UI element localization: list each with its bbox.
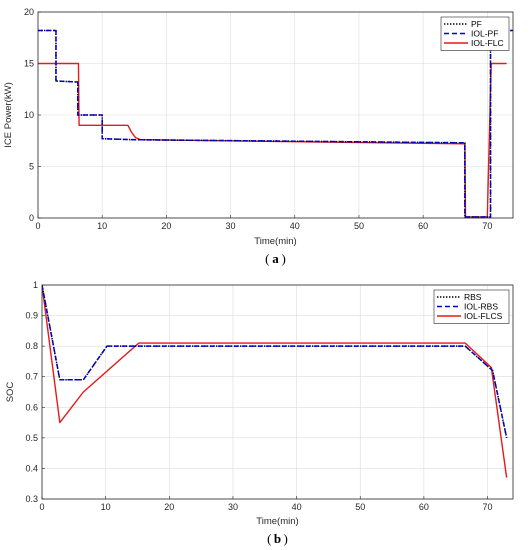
x-axis-label: Time(min) — [254, 236, 296, 247]
series-line-iol-rbs — [42, 285, 508, 439]
x-tick-label: 40 — [292, 502, 302, 512]
chart-a-ice-power: 0 10 20 30 40 50 60 70 0 5 10 15 20 Time(min) ICE Powe… — [3, 7, 514, 266]
series-line-iol-flcs — [42, 285, 508, 478]
caption-open-paren: ( — [267, 531, 271, 546]
x-tick-label: 20 — [161, 221, 171, 231]
x-tick-label: 50 — [355, 502, 365, 512]
y-tick-label: 15 — [24, 59, 34, 69]
x-tick-label: 0 — [39, 502, 44, 512]
chart-b-soc: 0 10 20 30 40 50 60 70 0.3 0.4 0.5 0.6 0.7 0.8 0.9 1 Tim… — [5, 280, 514, 546]
y-tick-label: 0.5 — [25, 433, 38, 443]
y-tick-label: 10 — [24, 110, 34, 120]
x-tick-label: 30 — [228, 502, 238, 512]
x-axis-label: Time(min) — [256, 516, 298, 527]
x-tick-label: 10 — [97, 221, 107, 231]
legend-label: IOL-PF — [471, 29, 498, 39]
y-axis-label: SOC — [5, 382, 16, 403]
axes-frame — [37, 11, 514, 219]
y-tick-label: 20 — [24, 7, 34, 17]
x-tick-label: 70 — [483, 502, 493, 512]
x-tick-label: 10 — [101, 502, 111, 512]
legend-label: RBS — [464, 292, 482, 302]
legend-label: IOL-RBS — [464, 302, 498, 312]
y-tick-label: 0.8 — [25, 341, 38, 351]
legend-label: PF — [471, 19, 482, 29]
caption-label: a — [272, 251, 279, 266]
y-tick-label: 5 — [29, 162, 34, 172]
x-tick-label: 20 — [164, 502, 174, 512]
caption-close-paren: ) — [284, 531, 288, 546]
x-tick-label: 30 — [226, 221, 236, 231]
series-line-iol-pf — [38, 29, 513, 218]
legend-label: IOL-FLC — [471, 38, 504, 48]
y-tick-label: 0.7 — [25, 372, 38, 382]
y-tick-label: 0.6 — [25, 402, 38, 412]
y-tick-label: 0.9 — [25, 311, 38, 321]
y-tick-label: 0 — [29, 213, 34, 223]
x-tick-label: 0 — [35, 221, 40, 231]
legend-label: IOL-FLCS — [464, 311, 503, 321]
x-tick-label: 40 — [290, 221, 300, 231]
axes-frame — [41, 284, 514, 500]
caption-label: b — [274, 531, 281, 546]
x-tick-label: 70 — [482, 221, 492, 231]
x-tick-label: 60 — [418, 221, 428, 231]
x-tick-label: 60 — [419, 502, 429, 512]
y-axis-label: ICE Power(kW) — [3, 82, 14, 147]
y-tick-label: 0.4 — [25, 463, 38, 473]
caption-close-paren: ) — [282, 251, 286, 266]
caption-open-paren: ( — [265, 251, 269, 266]
y-tick-label: 0.3 — [25, 494, 38, 504]
y-tick-label: 1 — [33, 280, 38, 290]
x-tick-label: 50 — [354, 221, 364, 231]
